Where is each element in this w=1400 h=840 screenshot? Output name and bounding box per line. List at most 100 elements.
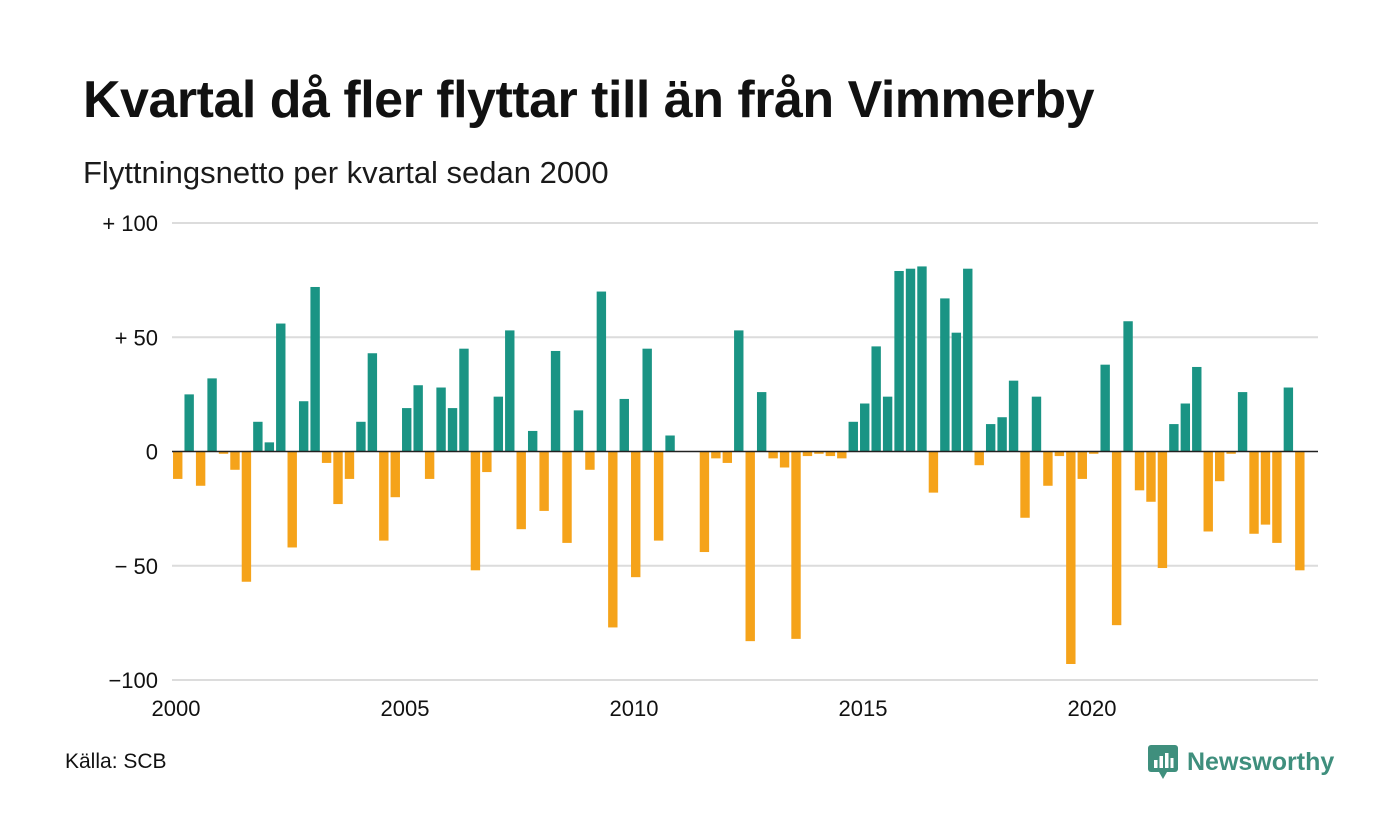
bar (1157, 451, 1168, 569)
bar (1146, 451, 1156, 502)
bar (699, 451, 710, 553)
bar (642, 348, 652, 452)
brand-name: Newsworthy (1187, 747, 1335, 776)
chart-subtitle: Flyttningsnetto per kvartal sedan 2000 (83, 155, 609, 190)
bar (665, 435, 675, 452)
bar (1249, 451, 1259, 534)
bar (1134, 451, 1145, 491)
bar (1203, 451, 1213, 532)
bar (631, 451, 641, 578)
bar (951, 332, 962, 452)
bar (1089, 451, 1099, 454)
bar (940, 298, 950, 452)
bar (756, 392, 767, 452)
bar (848, 421, 858, 452)
bar (997, 417, 1007, 452)
bar (814, 451, 824, 454)
bar (1180, 403, 1191, 452)
bar (253, 421, 263, 452)
bar (825, 451, 836, 457)
bar (310, 286, 320, 452)
bar (585, 451, 595, 470)
bar (390, 451, 400, 498)
bar (447, 408, 458, 452)
y-tick-label: −100 (108, 668, 158, 693)
bar (1237, 392, 1248, 452)
bar (608, 451, 618, 628)
bar (550, 350, 561, 452)
bar (734, 330, 744, 452)
bar (1214, 451, 1225, 482)
bar (1031, 396, 1042, 452)
x-tick-label: 2010 (610, 696, 659, 721)
y-axis-tick-labels: + 100 + 50 0 − 50 −100 (102, 211, 158, 693)
bar (596, 291, 607, 452)
bar (1008, 380, 1019, 452)
bar (527, 430, 538, 452)
x-tick-label: 2000 (152, 696, 201, 721)
x-tick-label: 2005 (381, 696, 430, 721)
bar (974, 451, 984, 466)
bar (344, 451, 355, 479)
bar (516, 451, 526, 530)
bar (711, 451, 721, 459)
bar (779, 451, 790, 468)
bar (1192, 366, 1202, 452)
bar (653, 451, 664, 541)
bar (619, 398, 629, 452)
bar (1169, 424, 1179, 452)
bar (882, 396, 893, 452)
bar (802, 451, 813, 457)
bar (402, 408, 412, 452)
bar (1111, 451, 1122, 626)
bar (195, 451, 206, 486)
bar (963, 268, 973, 452)
bar (470, 451, 481, 571)
bar (321, 451, 332, 463)
bar (459, 348, 469, 452)
bar (264, 442, 275, 452)
bar (871, 346, 881, 452)
bar (562, 451, 572, 543)
bar (1054, 451, 1065, 457)
bar (860, 403, 870, 452)
bar (894, 270, 904, 452)
bar (424, 451, 435, 479)
bar (218, 451, 229, 454)
bar (493, 396, 504, 452)
newsworthy-chart-icon (1148, 745, 1178, 779)
bar (356, 421, 366, 452)
bar (791, 451, 801, 639)
x-axis-tick-labels: 2000 2005 2010 2015 2020 (152, 696, 1117, 721)
x-tick-label: 2015 (839, 696, 888, 721)
bar (573, 410, 584, 452)
bar (436, 387, 446, 452)
bar (1226, 451, 1236, 454)
bar (1066, 451, 1076, 664)
bar (768, 451, 778, 459)
bar (207, 378, 217, 452)
bar (1043, 451, 1053, 486)
bar (413, 385, 423, 452)
bar (1295, 451, 1305, 571)
bar (985, 424, 996, 452)
bar (539, 451, 549, 511)
bar (928, 451, 939, 493)
bar (1283, 387, 1294, 452)
y-tick-label: − 50 (115, 554, 158, 579)
bar (1260, 451, 1271, 525)
bar (173, 451, 183, 479)
bar (1123, 321, 1133, 452)
source-note: Källa: SCB (65, 750, 167, 773)
y-tick-label: 0 (146, 440, 158, 465)
bar (230, 451, 240, 470)
bar (837, 451, 847, 459)
bar (1020, 451, 1030, 518)
bar (1272, 451, 1282, 543)
y-tick-label: + 100 (102, 211, 158, 236)
bar (745, 451, 755, 642)
bar (722, 451, 733, 463)
bar (367, 353, 378, 452)
bar (276, 323, 286, 452)
